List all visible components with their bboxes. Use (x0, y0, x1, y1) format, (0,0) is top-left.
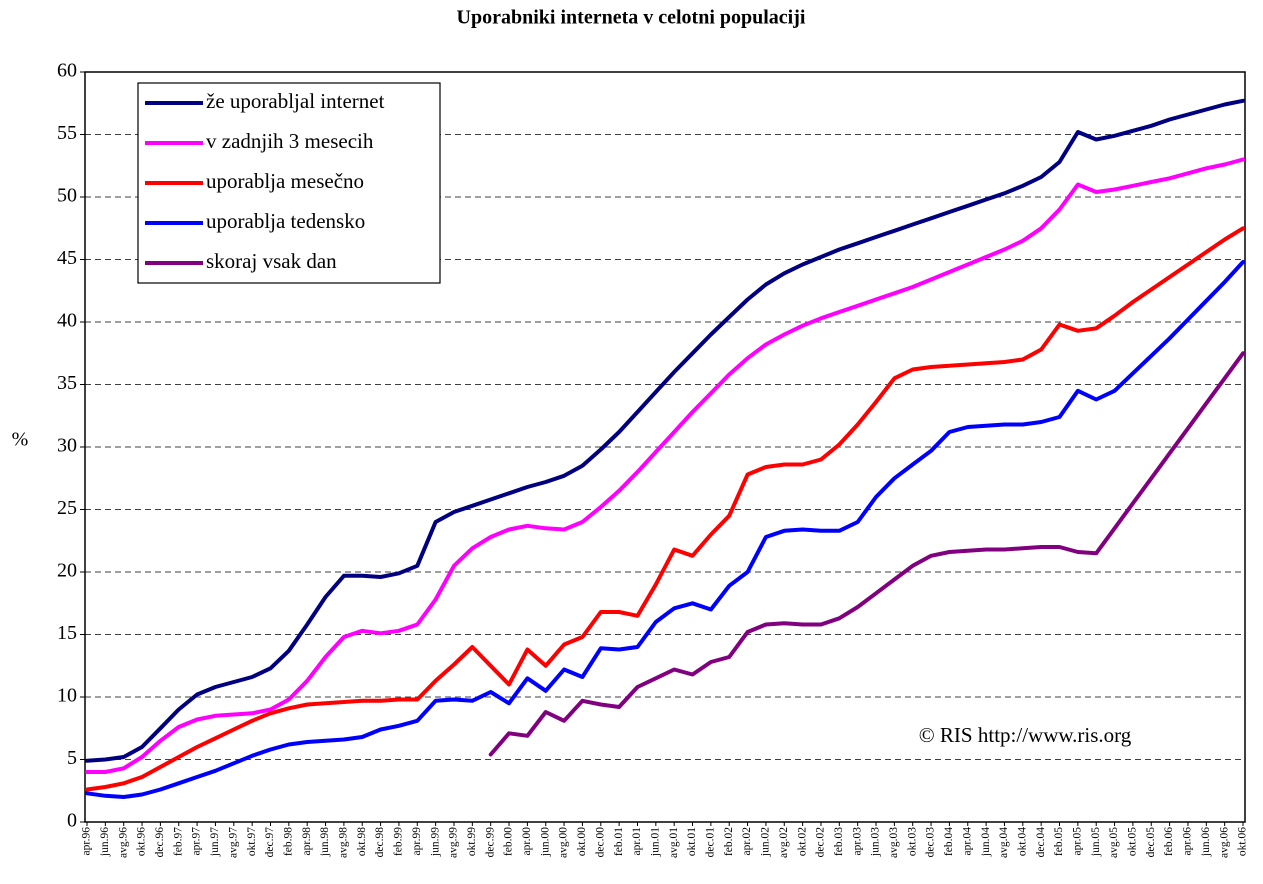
x-tick-label: feb.97 (172, 827, 184, 856)
x-tick-label: feb.98 (282, 827, 294, 856)
x-tick-label: jun.05 (1090, 827, 1102, 857)
x-tick-label: dec.96 (154, 827, 166, 858)
x-tick-label: okt.97 (246, 827, 258, 856)
x-tick-label: dec.04 (1035, 827, 1047, 858)
plot-frame (84, 71, 1246, 823)
x-tick-label: apr.98 (301, 827, 313, 856)
x-tick-label: jun.99 (429, 827, 441, 857)
x-tick-label: apr.97 (191, 827, 203, 856)
x-tick-label: apr.96 (81, 827, 93, 856)
x-tick-label: jun.98 (319, 827, 331, 857)
x-tick-label: avg.96 (117, 827, 129, 858)
series-line (85, 226, 1245, 792)
y-tick-label: 25 (57, 497, 77, 519)
chart-title: Uporabniki interneta v celotni populacij… (457, 7, 806, 29)
series-line (85, 98, 1245, 763)
series-line (488, 351, 1245, 757)
x-tick-label: avg.97 (227, 827, 239, 858)
x-tick-label: feb.05 (1053, 827, 1065, 856)
series-line (85, 260, 1245, 799)
x-tick-label: dec.98 (374, 827, 386, 858)
x-tick-label: jun.00 (539, 827, 551, 857)
x-tick-label: jun.03 (870, 827, 882, 857)
x-tick-label: okt.96 (136, 827, 148, 856)
x-tick-label: dec.97 (264, 827, 276, 858)
x-tick-label: dec.00 (594, 827, 606, 858)
x-tick-label: okt.00 (576, 827, 588, 856)
x-tick-label: feb.00 (503, 827, 515, 856)
x-tick-label: apr.01 (631, 827, 643, 856)
legend-label: v zadnjih 3 mesecih (206, 129, 374, 153)
x-tick-label: okt.01 (686, 827, 698, 856)
x-tick-label: dec.01 (705, 827, 717, 858)
x-tick-label: okt.02 (796, 827, 808, 856)
legend-label: skoraj vsak dan (206, 249, 337, 273)
x-tick-label: avg.00 (558, 827, 570, 858)
y-tick-label: 20 (57, 560, 77, 582)
y-tick-label: 60 (57, 60, 77, 82)
x-tick-label: apr.04 (961, 827, 973, 856)
legend-label: že uporabljal internet (206, 89, 385, 113)
x-tick-label: jun.97 (209, 827, 221, 857)
x-tick-label: apr.00 (521, 827, 533, 856)
x-tick-label: feb.04 (943, 827, 955, 856)
y-tick-label: 30 (57, 435, 77, 457)
x-tick-label: dec.03 (925, 827, 937, 858)
y-tick-label: 55 (57, 122, 77, 144)
x-tick-label: feb.02 (723, 827, 735, 856)
x-tick-label: jun.02 (760, 827, 772, 857)
x-tick-label: okt.03 (906, 827, 918, 856)
x-tick-label: avg.99 (448, 827, 460, 858)
x-tick-label: jun.01 (649, 827, 661, 857)
x-tick-label: dec.99 (484, 827, 496, 858)
x-tick-label: okt.05 (1127, 827, 1139, 856)
y-tick-label: 0 (67, 810, 77, 832)
x-tick-label: okt.99 (466, 827, 478, 856)
x-tick-label: apr.02 (741, 827, 753, 856)
x-tick-label: avg.01 (668, 827, 680, 858)
y-tick-label: 10 (57, 685, 77, 707)
y-axis-label: % (12, 429, 29, 451)
x-tick-label: jun.96 (99, 827, 111, 857)
x-tick-label: okt.04 (1016, 827, 1028, 856)
x-tick-label: jun.06 (1200, 827, 1212, 857)
series-line (85, 157, 1245, 774)
x-tick-label: apr.06 (1182, 827, 1194, 856)
x-tick-label: apr.99 (411, 827, 423, 856)
x-tick-label: apr.03 (851, 827, 863, 856)
x-tick-label: avg.05 (1108, 827, 1120, 858)
y-tick-label: 15 (57, 622, 77, 644)
x-tick-label: avg.03 (888, 827, 900, 858)
x-tick-label: feb.99 (393, 827, 405, 856)
y-tick-label: 40 (57, 310, 77, 332)
legend-label: uporablja tedensko (206, 209, 365, 233)
legend-label: uporablja mesečno (206, 169, 364, 193)
x-tick-label: dec.05 (1145, 827, 1157, 858)
x-tick-label: jun.04 (980, 827, 992, 857)
x-tick-label: avg.98 (338, 827, 350, 858)
y-tick-label: 5 (67, 747, 77, 769)
x-tick-label: feb.01 (613, 827, 625, 856)
x-tick-label: feb.03 (833, 827, 845, 856)
x-tick-label: okt.98 (356, 827, 368, 856)
x-tick-label: dec.02 (815, 827, 827, 858)
y-tick-label: 50 (57, 185, 77, 207)
annotation: © RIS http://www.ris.org (919, 723, 1132, 747)
x-tick-label: avg.06 (1218, 827, 1230, 858)
x-tick-label: apr.05 (1071, 827, 1083, 856)
x-tick-label: avg.02 (778, 827, 790, 858)
x-tick-label: avg.04 (998, 827, 1010, 858)
x-tick-label: feb.06 (1163, 827, 1175, 856)
x-tick-label: okt.06 (1237, 827, 1249, 856)
y-tick-label: 45 (57, 247, 77, 269)
y-tick-label: 35 (57, 372, 77, 394)
